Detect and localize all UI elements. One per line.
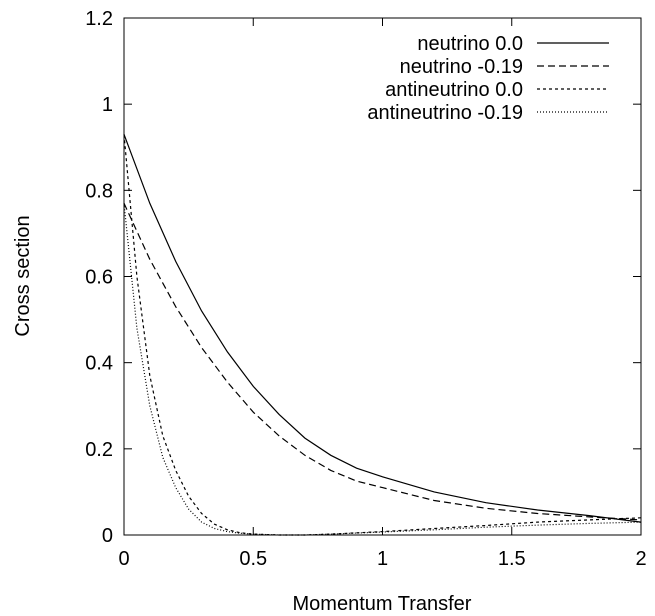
y-tick-label: 0.2 — [85, 439, 113, 461]
tick-labels: 0 0.5 1 1.5 2 0 0.2 0.4 0.6 0.8 1 1.2 — [85, 8, 646, 570]
y-tick-label: 1 — [102, 94, 113, 116]
axis-ticks — [123, 17, 642, 536]
legend-label-3: antineutrino 0.0 — [385, 79, 523, 101]
y-tick-label: 0.8 — [85, 180, 113, 202]
y-tick-label: 1.2 — [85, 8, 113, 30]
legend-label-1: neutrino 0.0 — [417, 33, 523, 55]
series-line-2 — [123, 203, 642, 521]
x-tick-label: 2 — [635, 548, 646, 570]
legend-label-4: antineutrino -0.19 — [367, 102, 523, 124]
series-line-4 — [123, 203, 642, 536]
series-line-3 — [123, 134, 642, 536]
y-tick-label: 0.6 — [85, 267, 113, 289]
y-tick-label: 0 — [102, 525, 113, 547]
x-tick-label: 0 — [118, 548, 129, 570]
x-axis-label: Momentum Transfer — [293, 593, 472, 615]
x-tick-label: 0.5 — [239, 548, 267, 570]
plot-frame — [123, 17, 642, 536]
x-tick-label: 1 — [377, 548, 388, 570]
series-lines — [123, 134, 642, 536]
y-tick-label: 0.4 — [85, 353, 113, 375]
y-axis-label: Cross section — [12, 215, 34, 336]
legend-label-2: neutrino -0.19 — [400, 56, 523, 78]
series-line-1 — [123, 134, 642, 523]
x-tick-label: 1.5 — [498, 548, 526, 570]
